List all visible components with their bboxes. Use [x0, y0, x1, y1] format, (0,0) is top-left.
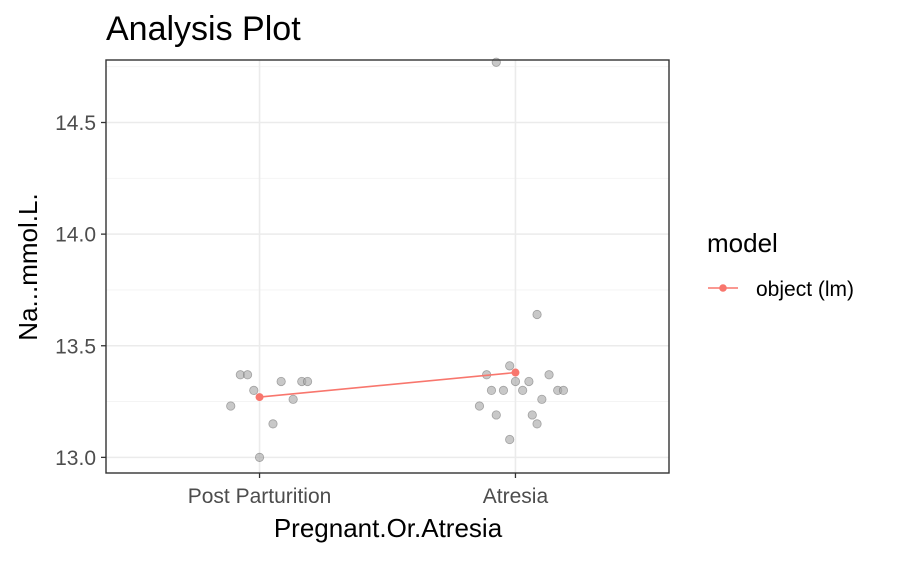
- axis-ticks: 13.0 13.5 14.0 14.5 Post Parturition Atresia: [55, 112, 548, 508]
- legend: model object (lm): [707, 228, 854, 301]
- model-point: [255, 393, 264, 402]
- data-point: [524, 376, 534, 387]
- legend-key-point: [719, 284, 727, 292]
- y-tick-label: 13.5: [55, 335, 96, 358]
- data-point: [276, 376, 286, 387]
- data-point: [532, 309, 542, 320]
- data-point: [226, 401, 236, 411]
- data-point: [558, 385, 569, 395]
- model-line: [259, 371, 516, 398]
- data-point: [268, 419, 278, 429]
- data-point: [498, 385, 509, 395]
- data-point: [532, 419, 542, 429]
- data-point: [527, 410, 537, 420]
- data-point: [491, 410, 501, 420]
- data-point: [491, 57, 501, 67]
- data-point: [288, 394, 298, 404]
- x-tick-label: Post Parturition: [188, 485, 332, 508]
- chart-title: Analysis Plot: [106, 10, 301, 48]
- x-tick-label: Atresia: [483, 485, 549, 508]
- data-point: [254, 452, 265, 462]
- legend-label: object (lm): [756, 278, 854, 301]
- data-point: [302, 376, 313, 387]
- x-axis-title: Pregnant.Or.Atresia: [274, 513, 503, 543]
- data-point: [544, 370, 554, 380]
- data-point: [505, 361, 515, 371]
- model-point: [511, 368, 520, 377]
- panel-border: [105, 59, 670, 474]
- data-point: [242, 370, 253, 380]
- y-tick-label: 13.0: [55, 447, 96, 470]
- data-point: [537, 394, 547, 404]
- data-point: [486, 385, 497, 395]
- grid-lines: [106, 60, 669, 473]
- data-point: [518, 385, 528, 395]
- data-point: [505, 434, 515, 445]
- y-tick-label: 14.5: [55, 112, 96, 135]
- legend-title: model: [707, 228, 778, 258]
- data-point: [249, 385, 259, 395]
- y-tick-label: 14.0: [55, 224, 96, 247]
- model-series: [255, 368, 520, 402]
- data-points: [226, 57, 569, 462]
- y-axis-title: Na...mmol.L.: [13, 193, 43, 340]
- data-point: [474, 401, 485, 411]
- data-point: [510, 376, 521, 387]
